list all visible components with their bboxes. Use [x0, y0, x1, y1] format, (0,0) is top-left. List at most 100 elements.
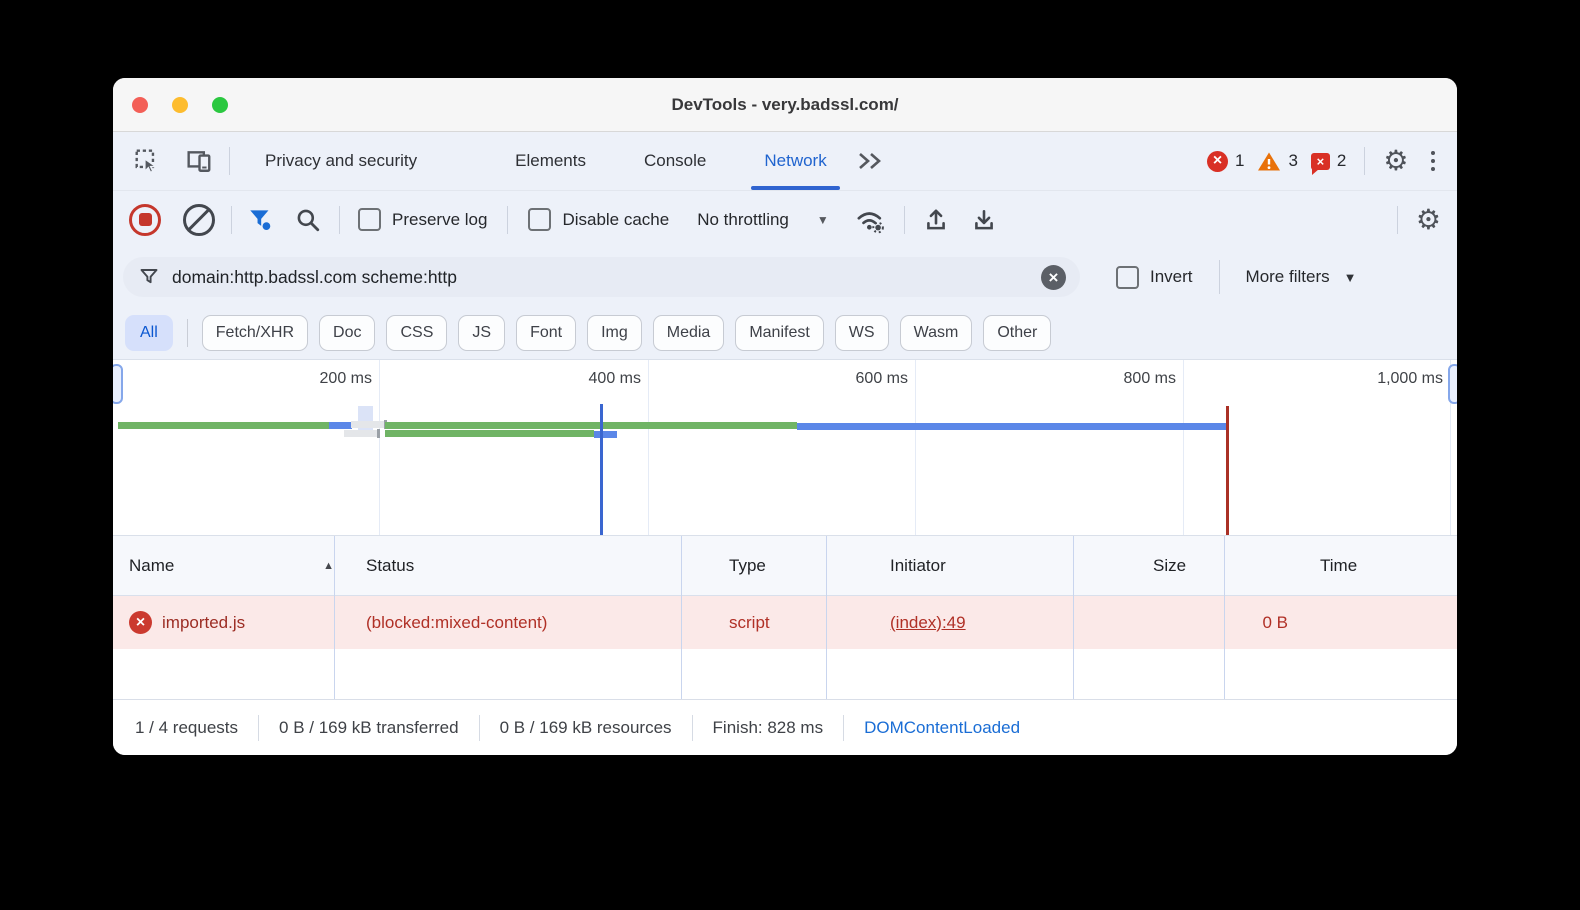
filter-icon[interactable] [248, 207, 273, 232]
invert-filter-toggle[interactable]: Invert [1116, 265, 1193, 289]
column-header-type[interactable]: Type [729, 555, 766, 575]
disable-cache-toggle[interactable]: Disable cache [528, 208, 669, 231]
column-header-time[interactable]: Time [1320, 555, 1358, 575]
devtools-settings-gear-icon[interactable]: ⚙ [1383, 145, 1409, 176]
export-har-icon[interactable] [971, 207, 997, 233]
network-settings-gear-icon[interactable]: ⚙ [1415, 203, 1441, 235]
chip-manifest[interactable]: Manifest [735, 314, 824, 351]
footer-separator [843, 714, 845, 741]
issues-icon[interactable]: × [1310, 152, 1330, 175]
record-network-log-button[interactable] [129, 203, 161, 236]
filter-query-text: domain:http.badssl.com scheme:http [172, 266, 458, 287]
gridline-400ms [648, 360, 649, 535]
chip-fetch-xhr[interactable]: Fetch/XHR [201, 314, 309, 351]
requests-table: Name ▲ Status Type Initiator Size Time ×… [113, 536, 1457, 699]
tab-console[interactable]: Console [644, 151, 707, 170]
more-tabs-button[interactable] [856, 149, 886, 173]
toggle-device-toolbar-button[interactable] [179, 144, 219, 178]
tab-elements[interactable]: Elements [515, 151, 586, 170]
network-overview-waterfall[interactable]: 200 ms 400 ms 600 ms 800 ms 1,000 ms [113, 360, 1457, 536]
overview-right-handle[interactable] [1448, 364, 1457, 404]
zoom-window-button[interactable] [212, 96, 228, 113]
overview-left-handle[interactable] [113, 364, 123, 404]
preserve-log-toggle[interactable]: Preserve log [358, 208, 487, 231]
devtools-tab-bar: Privacy and security Elements Console Ne… [113, 132, 1457, 191]
devtools-window: DevTools - very.badssl.com/ Privacy and … [113, 78, 1457, 755]
gridline-600ms [915, 360, 916, 535]
clear-filter-icon[interactable]: × [1041, 264, 1066, 290]
requests-summary: 1 / 4 requests [135, 717, 239, 737]
chip-media[interactable]: Media [652, 314, 725, 351]
cell-type[interactable]: script [729, 612, 770, 632]
chip-all[interactable]: All [125, 314, 173, 351]
console-warnings-icon[interactable] [1257, 151, 1281, 172]
throttling-select[interactable]: No throttling ▼ [697, 209, 829, 229]
cell-time[interactable]: 0 ms [1304, 613, 1457, 633]
filter-input[interactable]: domain:http.badssl.com scheme:http × [123, 257, 1080, 297]
network-toolbar: Preserve log Disable cache No throttling… [113, 191, 1457, 248]
column-divider[interactable] [334, 536, 335, 699]
cell-name[interactable]: × imported.js [113, 611, 350, 634]
chip-other[interactable]: Other [983, 314, 1052, 351]
preserve-log-label: Preserve log [392, 209, 488, 229]
cell-initiator[interactable]: (index):49 [874, 613, 1137, 633]
issues-count[interactable]: 2 [1336, 151, 1347, 170]
preserve-log-checkbox[interactable] [358, 208, 381, 231]
inspect-element-button[interactable] [127, 144, 167, 178]
chip-js[interactable]: JS [458, 314, 506, 351]
warning-triangle-icon [1258, 152, 1281, 170]
disable-cache-label: Disable cache [562, 209, 670, 229]
import-har-icon[interactable] [923, 207, 949, 233]
cell-status[interactable]: (blocked:mixed-content) [366, 612, 548, 632]
footer-separator [691, 714, 693, 741]
chip-font[interactable]: Font [516, 314, 577, 351]
chip-ws[interactable]: WS [834, 314, 889, 351]
tab-privacy-and-security[interactable]: Privacy and security [265, 151, 418, 170]
tick-label: 600 ms [855, 370, 908, 387]
tabbar-separator [229, 147, 230, 175]
search-icon[interactable] [295, 207, 321, 233]
funnel-outline-icon [140, 269, 158, 284]
chip-wasm[interactable]: Wasm [899, 314, 973, 351]
customize-devtools-menu-button[interactable] [1430, 150, 1435, 172]
clear-network-log-button[interactable] [183, 203, 215, 236]
column-divider[interactable] [1073, 536, 1074, 699]
toolbar-separator [231, 205, 232, 234]
traffic-lights [132, 78, 228, 131]
disable-cache-checkbox[interactable] [528, 208, 552, 231]
more-filters-button[interactable]: More filters ▼ [1245, 267, 1357, 286]
column-header-status[interactable]: Status [366, 555, 415, 575]
chip-css[interactable]: CSS [386, 314, 448, 351]
table-row[interactable]: × imported.js (blocked:mixed-content) sc… [113, 596, 1457, 649]
column-divider[interactable] [826, 536, 827, 699]
dom-content-loaded-line [600, 404, 603, 535]
window-title: DevTools - very.badssl.com/ [671, 94, 899, 114]
initiator-link[interactable]: (index):49 [890, 612, 966, 632]
column-header-size[interactable]: Size [1153, 555, 1187, 575]
warning-count[interactable]: 3 [1288, 151, 1298, 170]
waterfall-bar-green-3 [385, 430, 594, 437]
chevron-down-icon: ▼ [1343, 269, 1357, 285]
tabbar-separator [1364, 147, 1366, 175]
column-header-initiator[interactable]: Initiator [890, 555, 946, 575]
waterfall-tick-2 [377, 429, 380, 438]
tab-network[interactable]: Network [739, 132, 851, 190]
console-errors-icon[interactable]: × [1206, 150, 1228, 172]
close-window-button[interactable] [132, 96, 148, 113]
minimize-window-button[interactable] [172, 96, 188, 113]
error-count[interactable]: 1 [1234, 151, 1245, 170]
network-conditions-icon[interactable] [855, 206, 886, 234]
title-bar: DevTools - very.badssl.com/ [113, 78, 1457, 132]
column-divider[interactable] [681, 536, 682, 699]
column-header-name[interactable]: Name ▲ [129, 555, 334, 575]
filter-separator [1218, 260, 1220, 294]
invert-checkbox[interactable] [1116, 265, 1139, 289]
chip-doc[interactable]: Doc [319, 314, 376, 351]
column-divider[interactable] [1224, 536, 1225, 699]
request-error-icon: × [129, 611, 152, 634]
cell-size[interactable]: 0 B [1262, 612, 1288, 632]
waterfall-bar-gray-1 [351, 421, 385, 428]
load-event-line [1226, 406, 1229, 535]
chip-img[interactable]: Img [587, 314, 642, 351]
resources-summary: 0 B / 169 kB resources [499, 717, 672, 737]
